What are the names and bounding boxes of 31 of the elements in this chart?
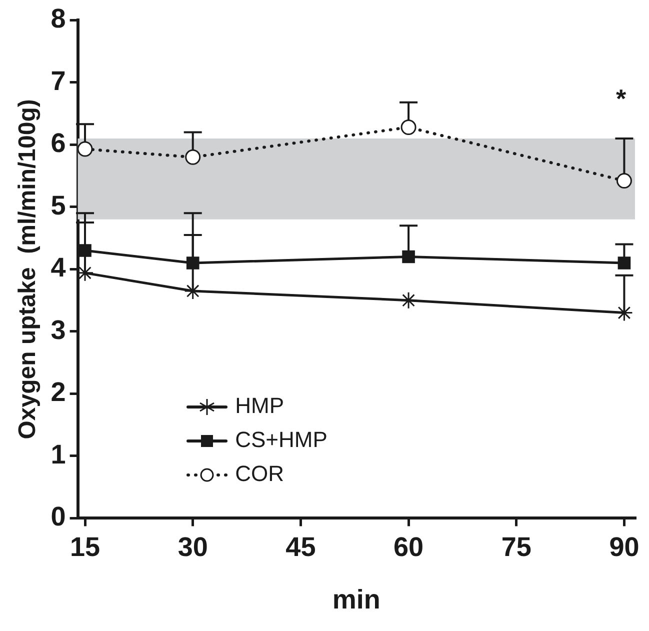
- y-tick-label: 7: [50, 66, 66, 96]
- point: [184, 282, 202, 300]
- y-tick-label: 0: [50, 502, 66, 532]
- point: [185, 149, 201, 165]
- y-tick-label: 2: [50, 377, 66, 408]
- y-tick-label: 1: [50, 439, 66, 470]
- annotation: *: [616, 83, 627, 114]
- y-tick-label: 8: [50, 4, 66, 34]
- point: [78, 244, 92, 257]
- point: [618, 256, 631, 270]
- legend-label: CS+HMP: [235, 427, 328, 452]
- x-tick-label: 90: [609, 532, 640, 562]
- legend-label: HMP: [235, 393, 284, 418]
- y-axis-title: Oxygen uptake (ml/min/100g): [14, 99, 42, 440]
- y-tick-label: 6: [50, 128, 66, 158]
- point: [616, 173, 632, 189]
- point: [186, 256, 200, 270]
- x-tick-label: 45: [286, 532, 316, 562]
- x-tick-label: 60: [394, 532, 424, 562]
- x-tick-label: 15: [70, 532, 100, 562]
- legend-label: COR: [235, 461, 284, 486]
- y-tick-label: 3: [50, 314, 66, 345]
- point: [400, 292, 418, 310]
- y-tick-label: 4: [50, 252, 66, 283]
- point: [78, 141, 93, 157]
- point: [400, 120, 416, 136]
- x-axis-title: min: [332, 584, 380, 614]
- point: [402, 250, 415, 264]
- x-tick-label: 75: [501, 532, 532, 562]
- y-tick-label: 5: [50, 190, 66, 220]
- x-tick-label: 30: [178, 532, 208, 562]
